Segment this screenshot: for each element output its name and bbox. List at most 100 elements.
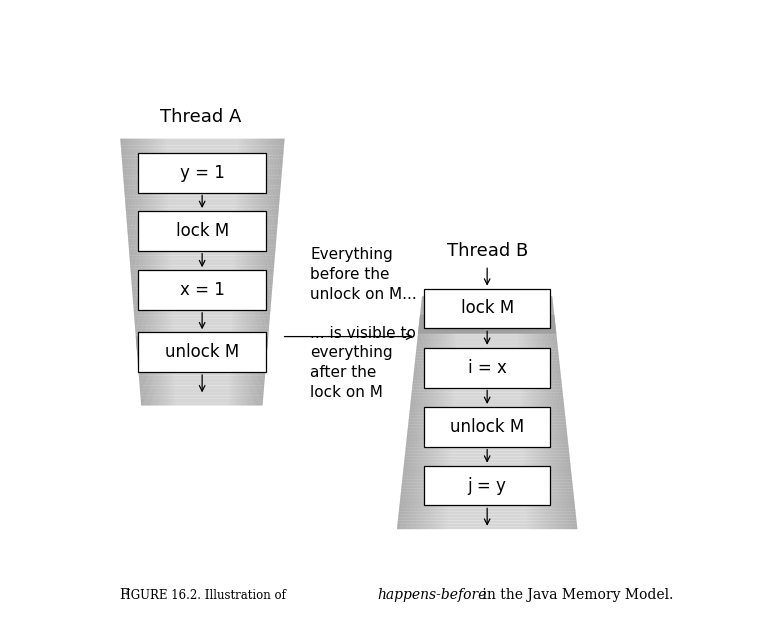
Polygon shape	[159, 329, 160, 332]
Polygon shape	[244, 365, 245, 369]
Polygon shape	[258, 326, 259, 329]
Polygon shape	[537, 355, 539, 357]
Polygon shape	[420, 375, 422, 378]
Polygon shape	[167, 322, 169, 326]
Polygon shape	[163, 162, 164, 165]
Polygon shape	[529, 468, 530, 471]
Polygon shape	[544, 506, 546, 509]
Polygon shape	[157, 349, 159, 352]
Polygon shape	[447, 340, 449, 343]
Polygon shape	[541, 369, 543, 372]
Polygon shape	[423, 389, 425, 392]
Polygon shape	[168, 309, 170, 312]
Polygon shape	[439, 520, 441, 524]
Polygon shape	[258, 402, 259, 406]
Polygon shape	[258, 139, 260, 142]
Polygon shape	[162, 139, 163, 142]
Polygon shape	[244, 382, 246, 386]
Polygon shape	[244, 309, 246, 312]
Polygon shape	[429, 439, 431, 442]
Polygon shape	[245, 226, 247, 229]
Polygon shape	[138, 149, 140, 152]
Polygon shape	[535, 384, 537, 387]
Polygon shape	[269, 222, 271, 226]
Polygon shape	[545, 334, 547, 337]
Polygon shape	[163, 156, 164, 159]
Polygon shape	[133, 302, 135, 306]
Polygon shape	[538, 314, 540, 317]
Polygon shape	[149, 379, 150, 382]
Polygon shape	[163, 396, 165, 399]
Polygon shape	[548, 477, 550, 479]
Polygon shape	[146, 252, 147, 255]
Polygon shape	[533, 454, 534, 456]
Polygon shape	[436, 352, 437, 355]
Polygon shape	[262, 152, 264, 156]
Polygon shape	[537, 425, 538, 427]
Polygon shape	[157, 156, 158, 159]
Polygon shape	[436, 323, 437, 326]
Polygon shape	[412, 454, 414, 456]
Polygon shape	[137, 342, 139, 345]
Polygon shape	[444, 366, 446, 369]
Polygon shape	[269, 179, 271, 182]
Polygon shape	[136, 252, 137, 255]
Polygon shape	[436, 486, 439, 488]
Polygon shape	[442, 343, 443, 346]
Polygon shape	[126, 209, 127, 212]
Polygon shape	[542, 500, 544, 503]
Polygon shape	[157, 152, 158, 156]
Polygon shape	[427, 442, 429, 445]
Polygon shape	[418, 416, 419, 418]
Polygon shape	[237, 365, 238, 369]
Polygon shape	[415, 360, 560, 364]
Polygon shape	[534, 418, 535, 421]
Polygon shape	[539, 459, 540, 462]
Polygon shape	[423, 465, 424, 468]
Polygon shape	[531, 305, 533, 308]
Polygon shape	[417, 349, 419, 352]
Polygon shape	[150, 349, 152, 352]
Polygon shape	[132, 156, 134, 159]
Polygon shape	[538, 319, 540, 323]
Polygon shape	[241, 355, 243, 358]
Polygon shape	[252, 142, 254, 146]
Polygon shape	[436, 305, 437, 308]
Polygon shape	[147, 382, 149, 386]
Polygon shape	[262, 349, 264, 352]
Polygon shape	[406, 450, 409, 454]
Polygon shape	[423, 503, 424, 506]
Polygon shape	[431, 407, 433, 410]
Polygon shape	[160, 209, 162, 212]
Polygon shape	[529, 448, 531, 450]
Polygon shape	[420, 486, 423, 488]
Polygon shape	[409, 413, 565, 416]
FancyBboxPatch shape	[424, 466, 550, 505]
Polygon shape	[129, 156, 131, 159]
Polygon shape	[443, 439, 444, 442]
Polygon shape	[423, 456, 425, 459]
Polygon shape	[253, 185, 254, 189]
Polygon shape	[555, 433, 557, 436]
Polygon shape	[568, 486, 570, 488]
Polygon shape	[528, 427, 530, 430]
Polygon shape	[157, 399, 158, 402]
Polygon shape	[146, 292, 148, 295]
Polygon shape	[253, 209, 254, 212]
Polygon shape	[140, 326, 141, 329]
Polygon shape	[134, 142, 136, 146]
Polygon shape	[269, 262, 271, 265]
Polygon shape	[418, 334, 419, 337]
Polygon shape	[126, 162, 128, 165]
Polygon shape	[435, 456, 437, 459]
Polygon shape	[544, 319, 545, 323]
Polygon shape	[561, 430, 563, 433]
Polygon shape	[167, 282, 169, 285]
Polygon shape	[268, 312, 270, 316]
Polygon shape	[550, 349, 551, 352]
Polygon shape	[421, 459, 423, 462]
Polygon shape	[528, 331, 530, 334]
Polygon shape	[253, 236, 254, 239]
Polygon shape	[246, 352, 247, 355]
Polygon shape	[547, 319, 549, 323]
